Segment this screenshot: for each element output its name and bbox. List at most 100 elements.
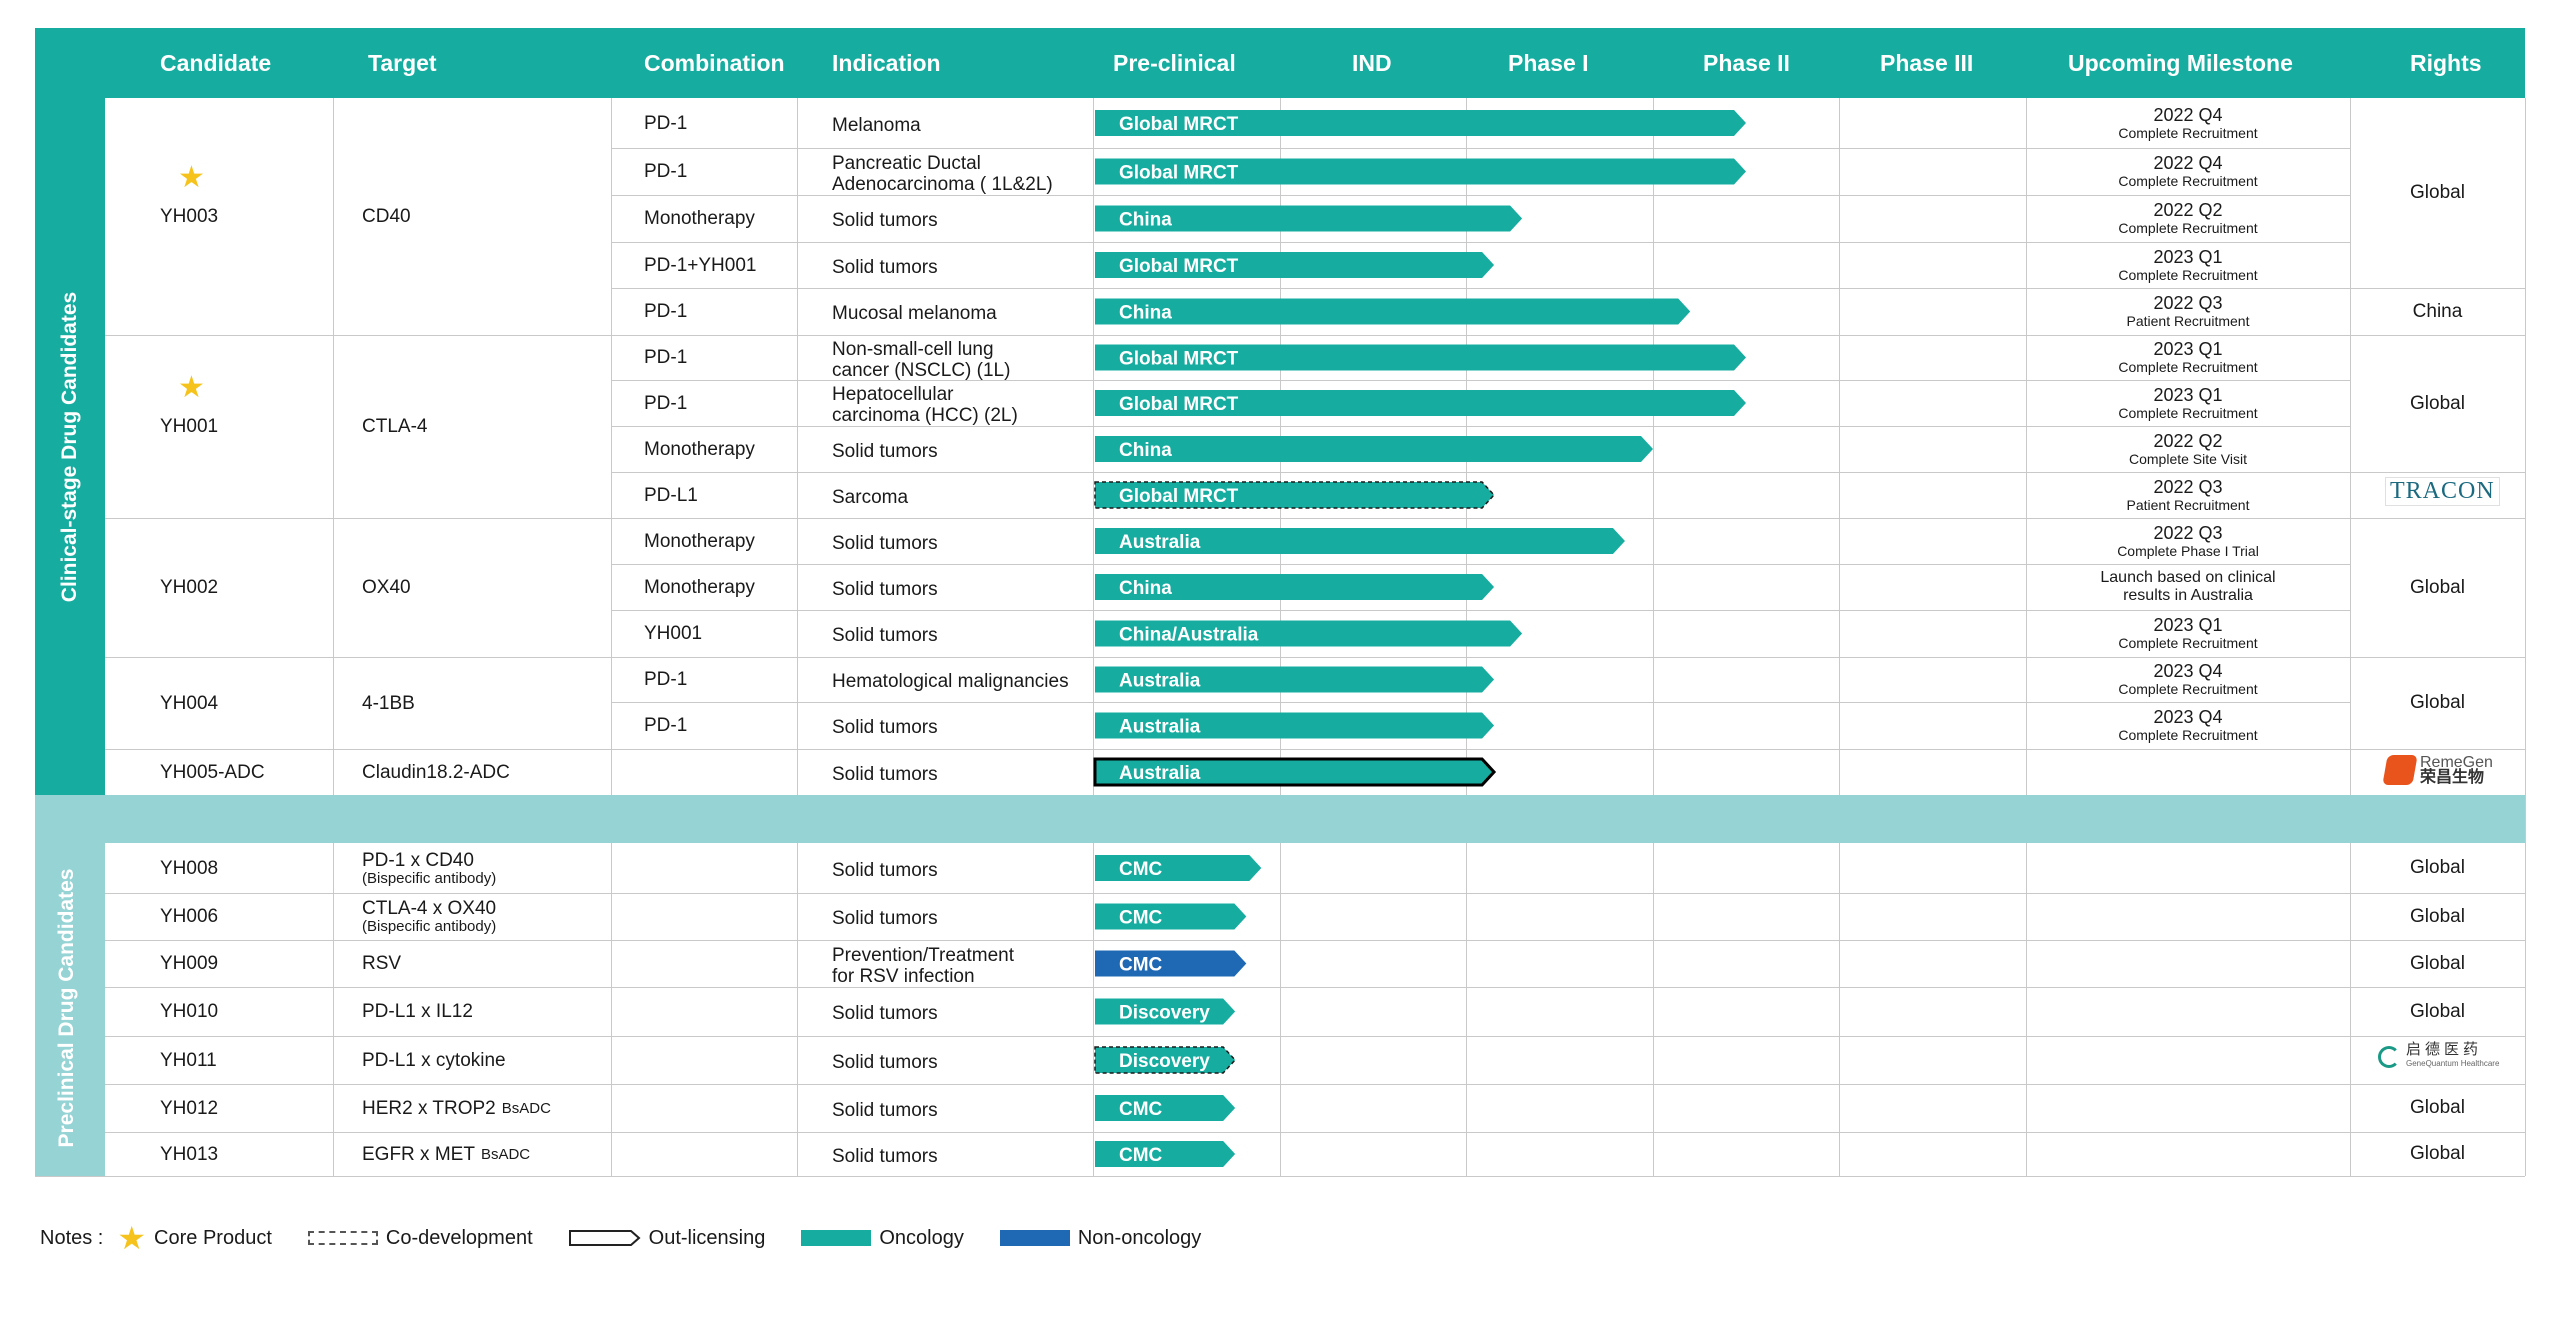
header-ind: IND — [1352, 49, 1392, 76]
progress-bar-label: CMC — [1119, 1099, 1163, 1120]
header-milestone: Upcoming Milestone — [2068, 49, 2293, 76]
target-label: CTLA-4 — [362, 416, 428, 437]
header-preclinical: Pre-clinical — [1113, 49, 1236, 76]
indication-cell: Solid tumors — [832, 197, 938, 244]
combination-cell: Monotherapy — [644, 438, 755, 460]
target-label: PD-L1 x IL12 — [362, 1001, 473, 1022]
progress-bar — [1095, 855, 1262, 881]
indication-cell: Hepatocellular carcinoma (HCC) (2L) — [832, 382, 1018, 428]
milestone-detail: Complete Recruitment — [2118, 124, 2258, 141]
milestone-date: 2022 Q2 — [2153, 200, 2223, 220]
progress-bar — [1095, 110, 1746, 136]
indication-line: Non-small-cell lung — [832, 338, 994, 360]
target-label: CD40 — [362, 206, 411, 227]
grid-vline — [797, 98, 798, 795]
remegen-name: RemeGen — [2420, 754, 2493, 771]
grid-vline — [1466, 843, 1467, 1176]
grid-vline — [611, 98, 612, 795]
milestone-cell: 2023 Q1 Complete Recruitment — [2026, 335, 2350, 380]
target-name: PD-L1 x IL12 — [362, 990, 473, 1034]
legend: Notes : ★ Core Product Co-development Ou… — [40, 1222, 1237, 1254]
header-target: Target — [368, 49, 437, 76]
grid-vline — [1839, 843, 1840, 1176]
progress-bar — [1095, 903, 1247, 930]
combination-cell: PD-1 — [644, 301, 688, 322]
target-name: RSV — [362, 942, 401, 986]
progress-bar-label: CMC — [1119, 955, 1163, 976]
indication-cell: Solid tumors — [832, 612, 938, 659]
milestone-detail: Complete Recruitment — [2118, 635, 2258, 651]
grid-hline — [105, 749, 2525, 750]
header-rights: Rights — [2410, 49, 2482, 76]
indication-line: Solid tumors — [832, 1099, 938, 1121]
indication-line: Sarcoma — [832, 486, 909, 508]
genequantum-mark-icon — [2378, 1046, 2400, 1068]
target-label: Claudin18.2-ADC — [362, 761, 510, 783]
progress-bar — [1094, 1046, 1237, 1074]
milestone-date: 2023 Q4 — [2153, 707, 2223, 727]
target-name: Claudin18.2-ADC — [362, 750, 510, 794]
target-sub-label: BsADC — [501, 1099, 551, 1117]
progress-bar — [1095, 344, 1746, 371]
progress-bar-label: Australia — [1119, 763, 1201, 784]
milestone-date: 2022 Q3 — [2153, 522, 2223, 543]
candidate-name: YH005-ADC — [160, 761, 265, 783]
milestone-date: 2023 Q4 — [2153, 661, 2223, 681]
grid-hline — [105, 987, 2525, 988]
milestone-detail: Complete Recruitment — [2118, 266, 2258, 283]
combination-cell: PD-L1 — [644, 484, 698, 506]
candidate-name: YH001 — [160, 416, 219, 437]
rights-global: Global — [2410, 1000, 2465, 1022]
indication-line: Solid tumors — [832, 717, 938, 738]
indication-cell: Solid tumors — [832, 751, 938, 797]
progress-bar — [1095, 1141, 1236, 1167]
target-name: CD40 — [362, 195, 411, 239]
rights-global: Global — [2410, 905, 2465, 927]
genequantum-name-cn: 启德医药 — [2406, 1041, 2483, 1058]
rights-china: China — [2412, 300, 2463, 322]
progress-bar — [1095, 298, 1691, 325]
grid-vline — [333, 843, 334, 1176]
grid-hline — [105, 893, 2525, 894]
milestone-detail: Complete Recruitment — [2118, 173, 2258, 189]
grid-hline — [611, 610, 2350, 611]
progress-bar-label: China — [1119, 303, 1172, 324]
legend-oncology: Oncology — [801, 1227, 964, 1250]
target-label: CTLA-4 x OX40 — [362, 898, 497, 919]
milestone-detail: Complete Site Visit — [2128, 450, 2247, 467]
target-label: OX40 — [362, 577, 411, 598]
milestone-detail: Complete Recruitment — [2118, 359, 2258, 375]
clinical-section-band — [35, 98, 105, 795]
progress-bar-label: CMC — [1119, 859, 1163, 880]
target-label: PD-L1 x cytokine — [362, 1049, 506, 1071]
indication-cell: Solid tumors — [832, 520, 938, 566]
candidate-name: YH004 — [160, 692, 219, 714]
progress-bar — [1095, 158, 1746, 185]
milestone-detail: Complete Phase I Trial — [2117, 542, 2259, 559]
target-name: OX40 — [362, 566, 411, 610]
grid-hline — [105, 1176, 2525, 1177]
milestone-date: 2023 Q1 — [2153, 384, 2223, 405]
progress-bar-label: CMC — [1119, 1145, 1163, 1166]
indication-cell: Mucosal melanoma — [832, 290, 997, 337]
target-name: HER2 x TROP2 BsADC — [362, 1086, 551, 1130]
combination-cell: PD-1 — [644, 112, 688, 134]
progress-bar — [1095, 528, 1625, 554]
combination-cell: PD-1 — [644, 347, 688, 368]
rights-global: Global — [2410, 952, 2465, 974]
indication-line: Solid tumors — [832, 859, 938, 881]
indication-line: Adenocarcinoma ( 1L&2L) — [832, 173, 1053, 195]
grid-hline — [105, 1036, 2525, 1037]
progress-bar — [1095, 950, 1247, 977]
indication-line: for RSV infection — [832, 965, 975, 987]
indication-cell: Pancreatic Ductal Adenocarcinoma ( 1L&2L) — [832, 150, 1053, 197]
target-name: PD-1 x CD40 (Bispecific antibody) — [362, 846, 496, 890]
header-phase-3: Phase III — [1880, 49, 1974, 76]
oncology-swatch — [801, 1230, 872, 1246]
rights-global: Global — [2410, 182, 2465, 203]
progress-bar — [1095, 712, 1495, 739]
target-sub-label: BsADC — [480, 1145, 531, 1163]
indication-cell: Solid tumors — [832, 989, 938, 1038]
indication-cell: Solid tumors — [832, 244, 938, 290]
milestone-cell: 2023 Q1 Complete Recruitment — [2026, 242, 2350, 288]
